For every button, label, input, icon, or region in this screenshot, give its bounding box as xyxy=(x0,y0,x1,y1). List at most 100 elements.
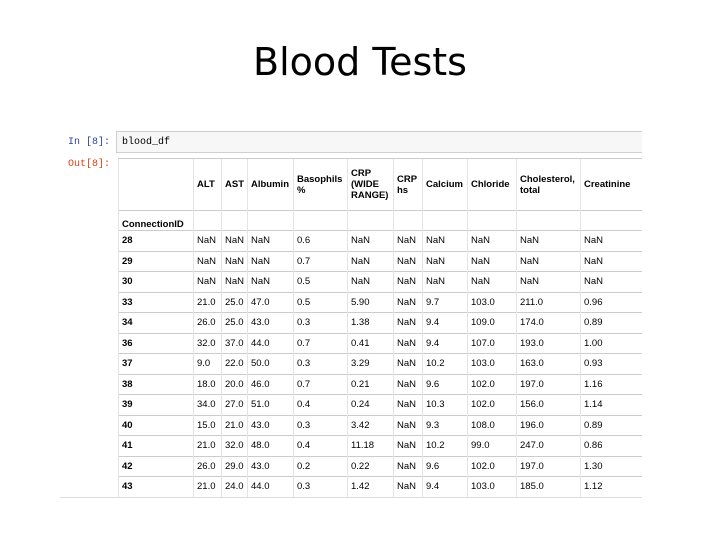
column-header: AST xyxy=(221,158,248,211)
table-cell: 0.89 xyxy=(580,312,642,333)
table-cell: NaN xyxy=(580,271,642,292)
table-cell: 15.0 xyxy=(193,414,222,436)
table-cell: 10.2 xyxy=(422,353,468,374)
table-cell: NaN xyxy=(247,230,294,251)
table-cell: 25.0 xyxy=(221,291,248,313)
table-cell: NaN xyxy=(393,271,423,292)
table-cell: 46.0 xyxy=(247,373,294,395)
table-cell: 9.3 xyxy=(422,414,468,436)
table-cell: 20.0 xyxy=(221,373,248,395)
table-cell: 197.0 xyxy=(516,373,581,395)
table-cell: 103.0 xyxy=(467,291,517,313)
table-cell: 247.0 xyxy=(516,435,581,456)
table-cell: 37.0 xyxy=(221,332,248,354)
table-cell: NaN xyxy=(467,271,517,292)
table-cell: NaN xyxy=(347,271,394,292)
input-prompt: In [8]: xyxy=(68,137,111,148)
table-cell: 11.18 xyxy=(347,435,394,456)
table-cell: 0.41 xyxy=(347,332,394,354)
empty-cell xyxy=(393,210,423,231)
table-cell: 29.0 xyxy=(221,455,248,477)
table-cell: 1.38 xyxy=(347,312,394,333)
table-cell: 44.0 xyxy=(247,476,294,497)
table-cell: NaN xyxy=(467,230,517,251)
row-index: 28 xyxy=(118,230,194,251)
empty-cell xyxy=(247,210,294,231)
table-cell: 99.0 xyxy=(467,435,517,456)
table-cell: NaN xyxy=(221,230,248,251)
column-header: Creatinine xyxy=(580,158,642,211)
table-cell: 0.93 xyxy=(580,353,642,374)
table-cell: NaN xyxy=(247,271,294,292)
header-cell xyxy=(118,158,194,211)
table-cell: 26.0 xyxy=(193,455,222,477)
empty-cell xyxy=(221,210,248,231)
notebook-screenshot: In [8]: blood_df Out[8]: ALT AST Albumin Ba… xyxy=(60,128,642,498)
table-cell: 0.21 xyxy=(347,373,394,395)
table-cell: 1.12 xyxy=(580,476,642,497)
table-cell: 174.0 xyxy=(516,312,581,333)
table-cell: 0.3 xyxy=(293,312,348,333)
table-cell: 9.0 xyxy=(193,353,222,374)
row-index: 37 xyxy=(118,353,194,374)
table-cell: 44.0 xyxy=(247,332,294,354)
table-cell: 9.4 xyxy=(422,312,468,333)
row-index: 43 xyxy=(118,476,194,497)
table-cell: 51.0 xyxy=(247,394,294,415)
data-row: 34 26.0 25.0 43.0 0.3 1.38 NaN 9.4 109.0 174.0 0.8… xyxy=(118,312,642,333)
code-cell[interactable]: blood_df xyxy=(116,131,642,153)
table-cell: 43.0 xyxy=(247,312,294,333)
table-cell: NaN xyxy=(393,332,423,354)
table-cell: 9.6 xyxy=(422,455,468,477)
data-row: 30 NaN NaN NaN 0.5 NaN NaN NaN NaN NaN NaN xyxy=(118,271,642,292)
table-cell: 109.0 xyxy=(467,312,517,333)
table-cell: 9.4 xyxy=(422,332,468,354)
row-index: 36 xyxy=(118,332,194,354)
table-cell: NaN xyxy=(247,250,294,272)
table-cell: 0.22 xyxy=(347,455,394,477)
data-row: 40 15.0 21.0 43.0 0.3 3.42 NaN 9.3 108.0 196.0 0.8… xyxy=(118,414,642,436)
table-cell: 1.14 xyxy=(580,394,642,415)
empty-cell xyxy=(347,210,394,231)
row-index: 39 xyxy=(118,394,194,415)
table-cell: 5.90 xyxy=(347,291,394,313)
table-cell: 9.4 xyxy=(422,476,468,497)
table-cell: 1.30 xyxy=(580,455,642,477)
table-cell: 0.3 xyxy=(293,353,348,374)
table-cell: 193.0 xyxy=(516,332,581,354)
table-cell: NaN xyxy=(393,312,423,333)
table-cell: 163.0 xyxy=(516,353,581,374)
table-cell: NaN xyxy=(347,250,394,272)
data-row: 33 21.0 25.0 47.0 0.5 5.90 NaN 9.7 103.0 211.0 0.9… xyxy=(118,291,642,313)
table-cell: 21.0 xyxy=(193,476,222,497)
table-cell: 0.86 xyxy=(580,435,642,456)
table-cell: NaN xyxy=(393,455,423,477)
table-cell: NaN xyxy=(221,271,248,292)
table-cell: 0.7 xyxy=(293,332,348,354)
table-cell: NaN xyxy=(193,250,222,272)
table-cell: 50.0 xyxy=(247,353,294,374)
row-index: 38 xyxy=(118,373,194,395)
table-cell: NaN xyxy=(393,435,423,456)
empty-cell xyxy=(293,210,348,231)
table-cell: NaN xyxy=(580,250,642,272)
row-index: 34 xyxy=(118,312,194,333)
row-index: 33 xyxy=(118,291,194,313)
table-cell: NaN xyxy=(422,271,468,292)
data-row: 28 NaN NaN NaN 0.6 NaN NaN NaN NaN NaN NaN xyxy=(118,230,642,251)
table-cell: 1.16 xyxy=(580,373,642,395)
table-cell: 103.0 xyxy=(467,353,517,374)
table-cell: 3.29 xyxy=(347,353,394,374)
table-cell: 0.89 xyxy=(580,414,642,436)
data-row: 36 32.0 37.0 44.0 0.7 0.41 NaN 9.4 107.0 193.0 1.0… xyxy=(118,332,642,354)
column-header: Basophils % xyxy=(293,158,348,211)
table-cell: 108.0 xyxy=(467,414,517,436)
table-cell: 9.6 xyxy=(422,373,468,395)
table-cell: 211.0 xyxy=(516,291,581,313)
table-cell: NaN xyxy=(393,230,423,251)
table-cell: 0.6 xyxy=(293,230,348,251)
column-header: Cholesterol, total xyxy=(516,158,581,211)
table-cell: 0.24 xyxy=(347,394,394,415)
table-cell: NaN xyxy=(193,271,222,292)
table-cell: 10.3 xyxy=(422,394,468,415)
